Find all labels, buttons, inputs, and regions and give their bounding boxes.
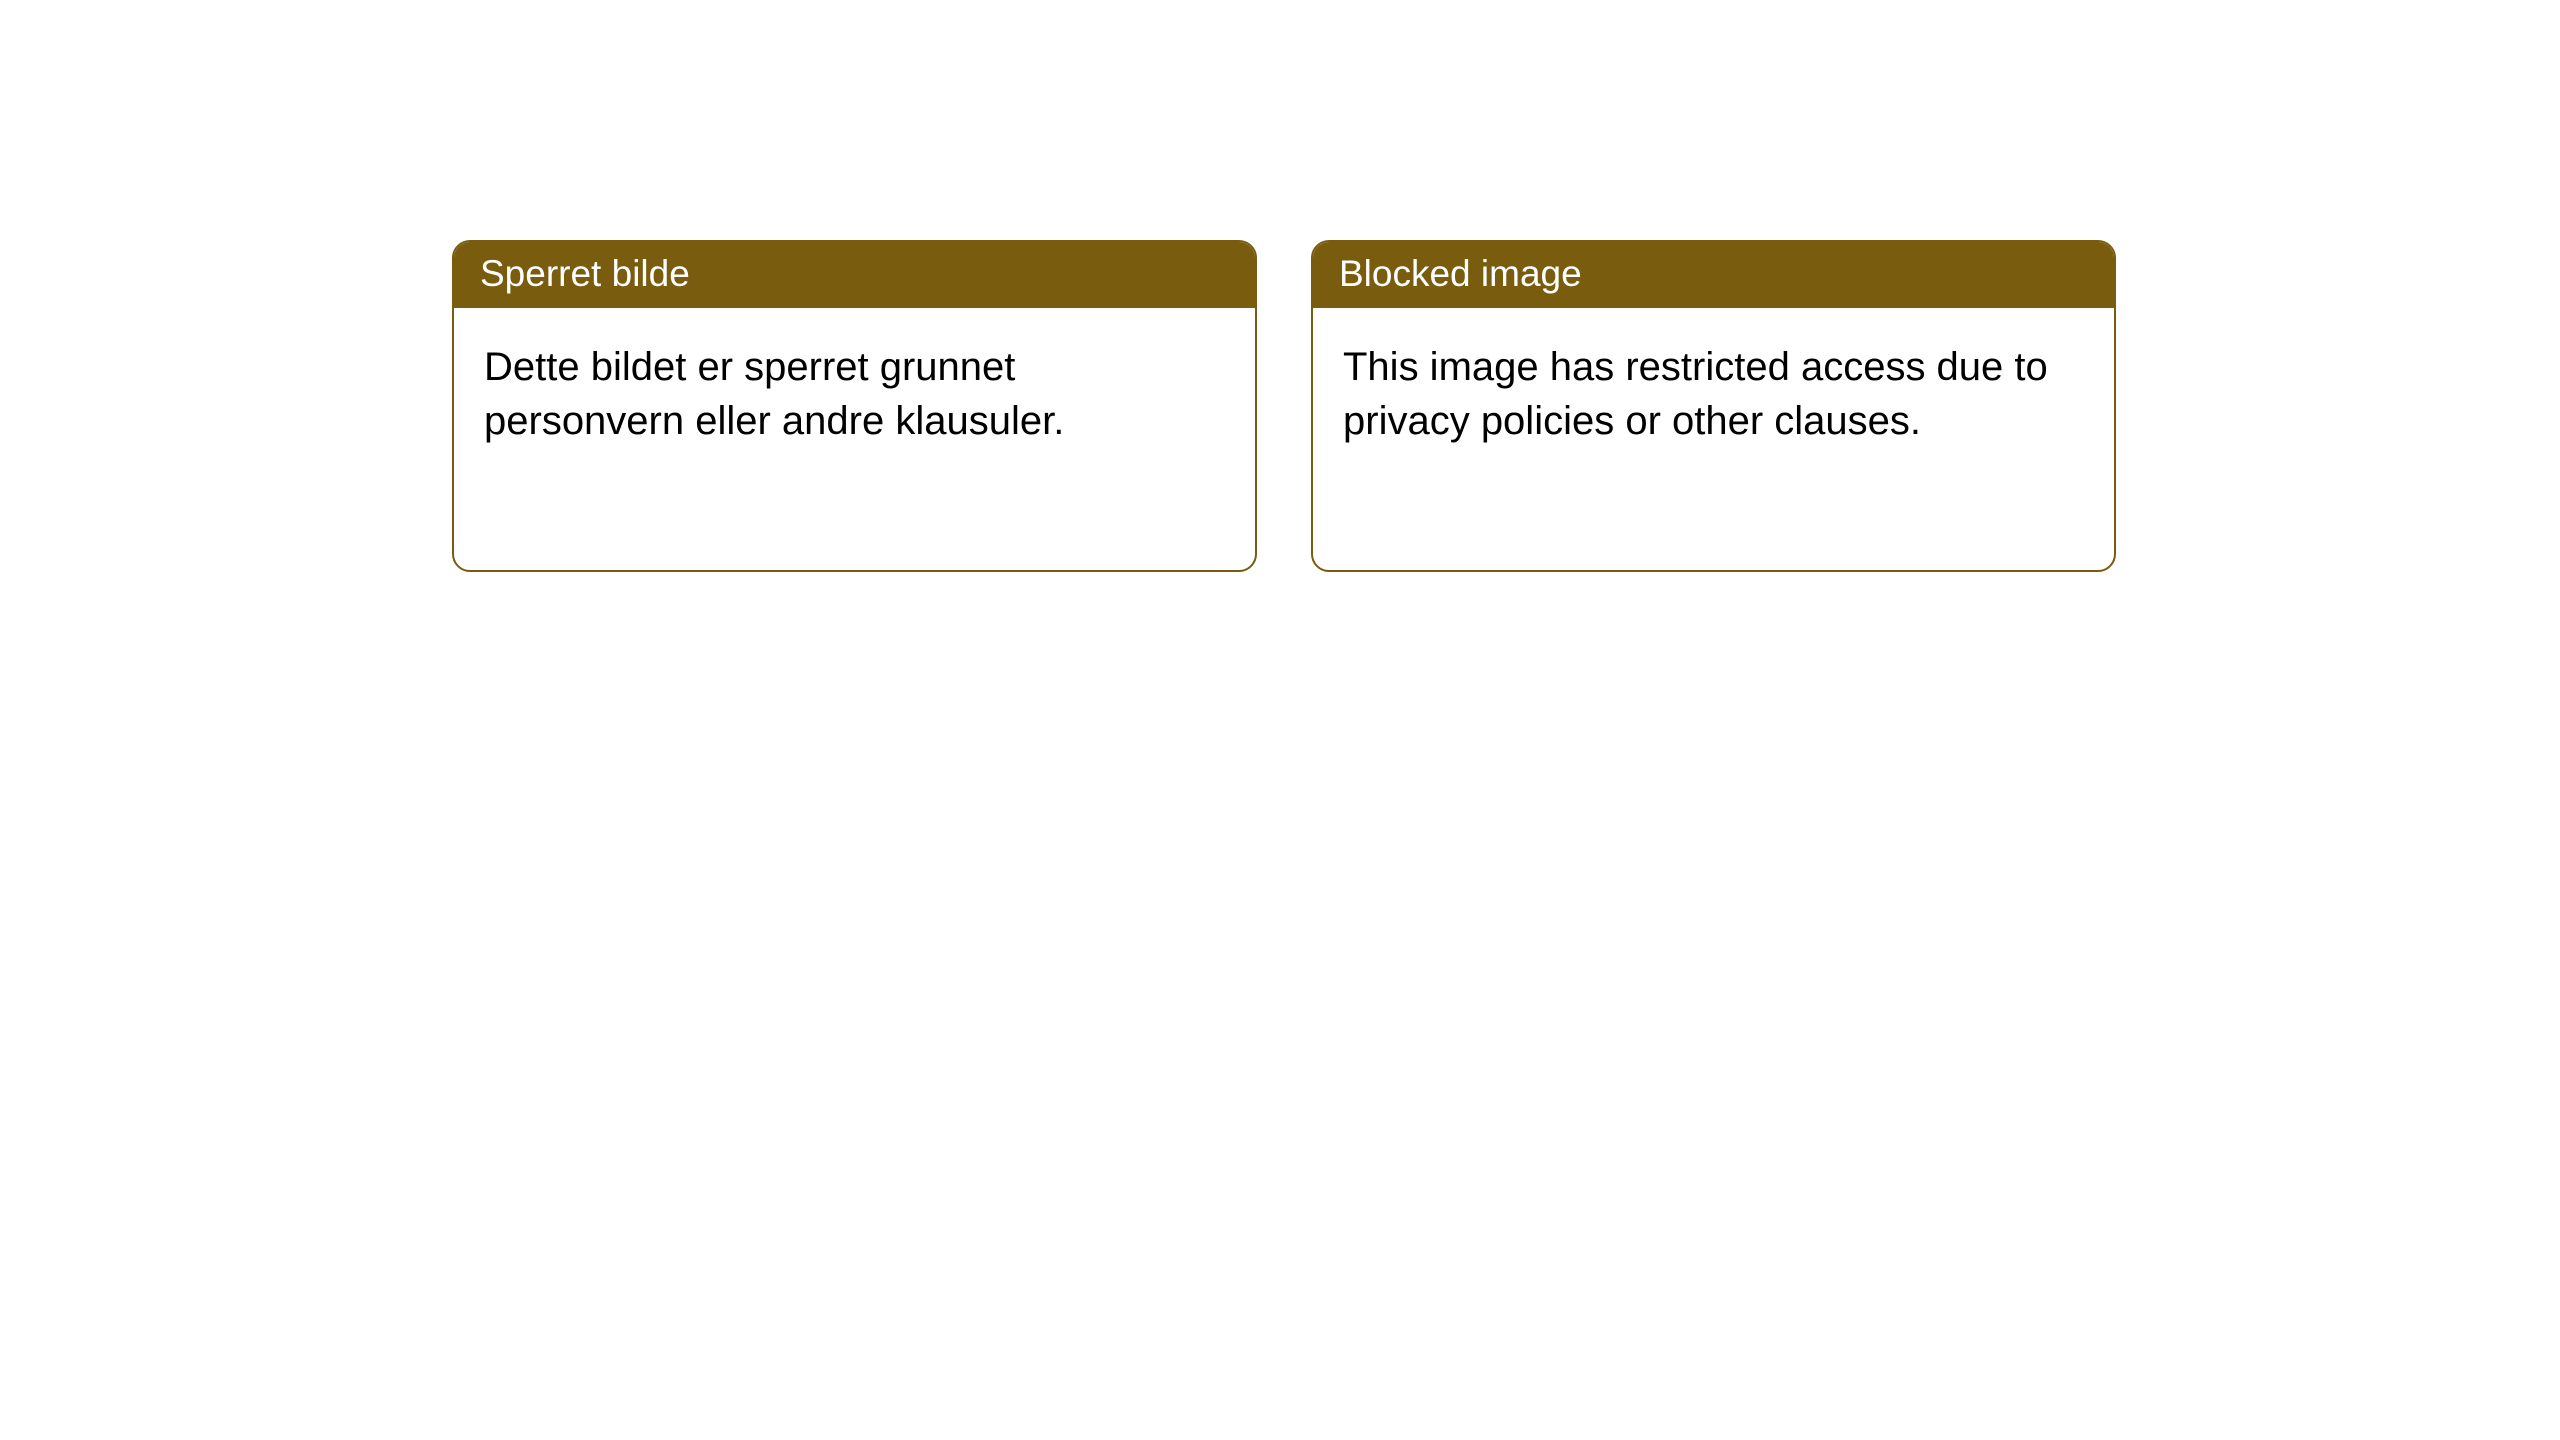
card-body: This image has restricted access due to …	[1313, 308, 2114, 468]
notice-card-container: Sperret bilde Dette bildet er sperret gr…	[0, 0, 2560, 572]
card-body-text: Dette bildet er sperret grunnet personve…	[484, 345, 1064, 443]
card-body-text: This image has restricted access due to …	[1343, 345, 2048, 443]
card-title: Blocked image	[1339, 253, 1582, 294]
card-body: Dette bildet er sperret grunnet personve…	[454, 308, 1255, 468]
card-header: Sperret bilde	[454, 242, 1255, 308]
card-header: Blocked image	[1313, 242, 2114, 308]
notice-card-english: Blocked image This image has restricted …	[1311, 240, 2116, 572]
card-title: Sperret bilde	[480, 253, 690, 294]
notice-card-norwegian: Sperret bilde Dette bildet er sperret gr…	[452, 240, 1257, 572]
